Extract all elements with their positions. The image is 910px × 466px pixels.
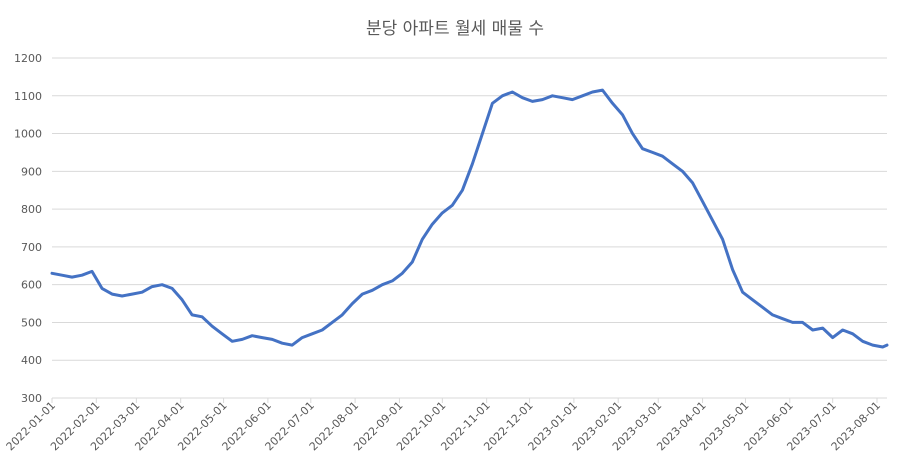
chart-title: 분당 아파트 월세 매물 수 [365,19,544,39]
y-tick-label: 1000 [14,128,42,141]
y-tick-label: 300 [21,392,42,405]
y-tick-label: 800 [21,203,42,216]
y-tick-label: 600 [21,279,42,292]
y-tick-label: 1100 [14,90,42,103]
y-tick-label: 900 [21,165,42,178]
series-line [50,88,889,349]
y-tick-label: 400 [21,354,42,367]
y-tick-label: 1200 [14,52,42,65]
y-tick-label: 500 [21,316,42,329]
y-tick-label: 700 [21,241,42,254]
